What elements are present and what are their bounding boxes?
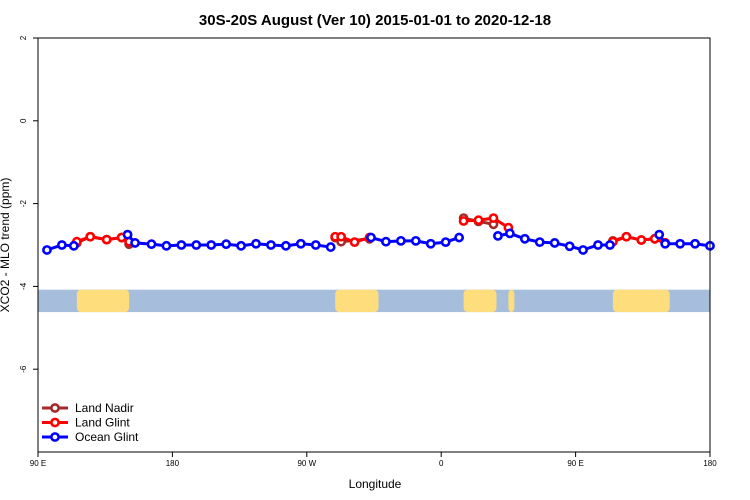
point-ocean-glint — [564, 241, 575, 252]
y-tick-label: -2 — [19, 199, 28, 207]
chart-title: 30S-20S August (Ver 10) 2015-01-01 to 20… — [199, 12, 551, 29]
point-ocean-glint — [176, 240, 187, 250]
point-ocean-glint — [534, 237, 545, 248]
y-tick-label: 2 — [19, 35, 28, 40]
x-tick-label: 0 — [439, 459, 444, 468]
point-land-glint — [458, 216, 469, 226]
point-ocean-glint — [280, 240, 291, 251]
series-line-land-glint — [463, 216, 510, 229]
point-ocean-glint — [654, 229, 665, 240]
point-ocean-glint — [605, 240, 615, 250]
legend-item-ocean-glint: Ocean Glint — [42, 430, 139, 444]
point-land-glint — [636, 235, 647, 245]
x-tick-label: 90 E — [30, 459, 46, 468]
series-layer — [42, 213, 715, 255]
point-ocean-glint — [395, 235, 406, 246]
point-ocean-glint — [493, 230, 503, 241]
point-ocean-glint — [325, 242, 336, 252]
point-ocean-glint — [122, 229, 133, 240]
legend-label: Land Nadir — [75, 401, 134, 415]
point-ocean-glint — [690, 238, 700, 249]
point-ocean-glint — [161, 240, 172, 251]
point-ocean-glint — [146, 239, 157, 250]
point-land-glint — [101, 234, 112, 245]
axes: 90 E 180 90 W 0 90 E 180 -6 -4 -2 0 2 — [19, 35, 717, 468]
point-ocean-glint — [593, 240, 603, 250]
y-tick-label: -6 — [19, 365, 28, 373]
point-ocean-glint — [56, 240, 67, 250]
point-land-glint — [621, 231, 632, 242]
point-ocean-glint — [578, 245, 588, 255]
legend-label: Land Glint — [75, 416, 130, 430]
point-land-glint — [473, 215, 484, 226]
y-axis-label: XCO2 - MLO trend (ppm) — [0, 178, 12, 313]
legend-marker — [50, 417, 60, 428]
legend-item-land-glint: Land Glint — [42, 416, 130, 430]
point-ocean-glint — [675, 238, 686, 249]
point-ocean-glint — [130, 238, 140, 248]
point-land-glint — [349, 237, 360, 248]
legend-marker — [50, 403, 60, 413]
legend-label: Ocean Glint — [75, 430, 139, 444]
point-ocean-glint — [549, 238, 560, 248]
point-ocean-glint — [42, 245, 52, 255]
point-ocean-glint — [295, 238, 306, 249]
land-strip-segment — [463, 289, 497, 313]
point-ocean-glint — [410, 235, 421, 246]
point-ocean-glint — [251, 238, 261, 249]
x-axis-label: Longitude — [349, 477, 402, 491]
series-ocean-glint — [42, 228, 715, 255]
x-tick-label: 90 E — [567, 459, 583, 468]
point-ocean-glint — [440, 237, 451, 248]
point-ocean-glint — [266, 240, 276, 250]
point-ocean-glint — [454, 232, 465, 243]
x-tick-label: 180 — [703, 459, 717, 468]
point-ocean-glint — [381, 236, 391, 247]
land-strip-segment — [76, 289, 130, 313]
point-ocean-glint — [310, 240, 321, 250]
legend-marker — [50, 432, 60, 442]
point-ocean-glint — [519, 233, 530, 244]
land-strip-segment — [508, 289, 515, 313]
point-land-glint — [85, 231, 96, 242]
point-ocean-glint — [660, 238, 671, 249]
point-ocean-glint — [504, 228, 515, 239]
point-ocean-glint — [206, 240, 217, 250]
point-land-glint — [336, 231, 347, 242]
land-ocean-strip — [38, 289, 710, 313]
point-ocean-glint — [425, 238, 436, 249]
land-strip-segment — [612, 289, 670, 313]
point-ocean-glint — [366, 232, 376, 243]
land-strip-segment — [335, 289, 379, 313]
y-tick-label: 0 — [19, 118, 28, 123]
y-tick-label: -4 — [19, 282, 28, 290]
point-ocean-glint — [236, 240, 246, 251]
point-ocean-glint — [191, 240, 202, 250]
point-ocean-glint — [68, 240, 79, 251]
plot-frame — [37, 37, 711, 453]
point-ocean-glint — [221, 239, 232, 250]
x-tick-label: 90 W — [297, 459, 316, 468]
point-land-glint — [488, 213, 499, 223]
legend-item-land-nadir: Land Nadir — [42, 401, 134, 415]
series-land-nadir — [71, 213, 671, 250]
x-tick-label: 180 — [166, 459, 180, 468]
